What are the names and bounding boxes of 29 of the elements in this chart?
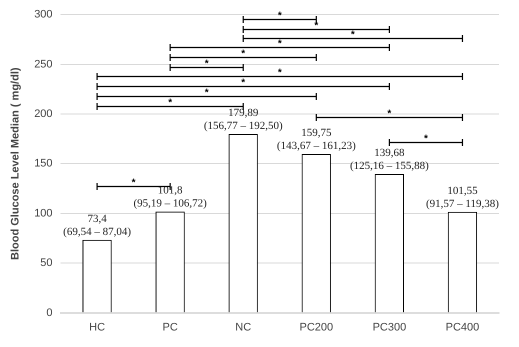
annotation: * xyxy=(278,10,282,22)
y-tick-label: 200 xyxy=(34,108,53,120)
x-tick-label: HC xyxy=(89,321,106,334)
annotation: * xyxy=(387,108,392,120)
x-tick-label: PC xyxy=(162,321,178,334)
annotation: * xyxy=(204,88,209,98)
x-tick-label: PC200 xyxy=(299,321,334,334)
y-tick-label: 100 xyxy=(34,207,53,220)
data-label: 101,8 (95,19 – 106,72) xyxy=(134,184,208,210)
annotation: * xyxy=(241,78,246,88)
y-tick-label: 150 xyxy=(34,158,53,170)
annotation: * xyxy=(132,178,136,188)
annotation: * xyxy=(204,58,209,70)
annotation: * xyxy=(424,134,428,144)
x-tick-label: NC xyxy=(235,321,252,334)
annotation: * xyxy=(350,30,355,40)
annotation: * xyxy=(278,38,282,50)
data-label: 73,4 (69,54 – 87,04) xyxy=(63,212,132,238)
annotation: * xyxy=(168,98,172,108)
annotation: * xyxy=(241,48,246,60)
y-tick-label: 250 xyxy=(34,58,53,70)
x-tick-label: PC400 xyxy=(446,321,480,334)
data-label: 101,55 (91,57 – 119,38) xyxy=(426,184,500,210)
x-tick-label: PC300 xyxy=(372,321,406,334)
y-tick-label: 50 xyxy=(40,257,53,270)
y-tick-label: 0 xyxy=(46,306,53,319)
annotation: * xyxy=(278,68,282,78)
y-tick-label: 300 xyxy=(34,8,53,21)
y-axis-title: Blood Glucose Level Median ( mg/dl) xyxy=(10,67,22,260)
